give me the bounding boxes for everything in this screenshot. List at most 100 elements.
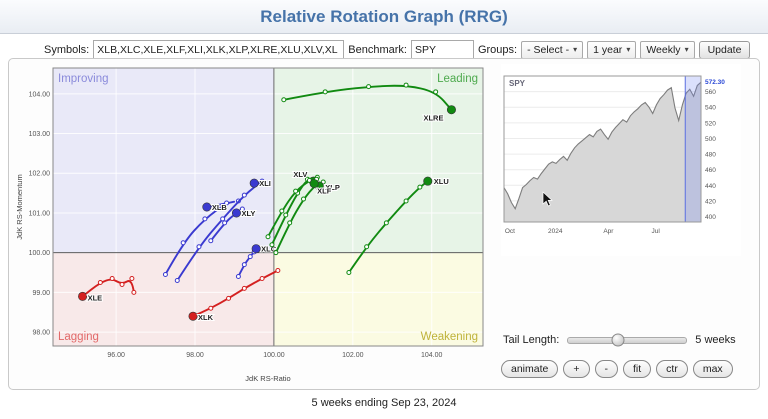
tail-head-XLB[interactable] — [202, 202, 212, 212]
tail-XLU — [347, 180, 429, 274]
page-title: Relative Rotation Graph (RRG) — [260, 6, 508, 26]
tail-XLB — [164, 200, 236, 276]
quadrant-label-leading: Leading — [437, 73, 478, 85]
svg-text:100.00: 100.00 — [263, 352, 285, 359]
right-column: 400 420 440 460 480 500 520 540 560 572.30 Oct 2024… — [491, 62, 755, 386]
svg-text:101.00: 101.00 — [29, 210, 51, 217]
tail-window-highlight — [685, 76, 701, 222]
groups-select-value: - Select - — [527, 43, 570, 56]
svg-text:Jul: Jul — [652, 228, 661, 235]
tail-XLRE — [282, 84, 453, 111]
mouse-cursor — [542, 191, 553, 207]
svg-text:104.00: 104.00 — [29, 91, 51, 98]
toolbar: Symbols: Benchmark: Groups: - Select - ▾… — [0, 34, 768, 63]
svg-text:Apr: Apr — [603, 228, 614, 235]
quadrant-label-improving: Improving — [58, 73, 109, 85]
zoom-in-button[interactable]: + — [563, 360, 590, 378]
svg-text:400: 400 — [705, 214, 716, 221]
svg-text:100.00: 100.00 — [29, 250, 51, 257]
spy-area — [504, 82, 701, 222]
svg-text:420: 420 — [705, 198, 716, 205]
tail-label-XLK: XLK — [198, 313, 214, 322]
tail-length-value: 5 weeks — [695, 334, 736, 346]
chevron-down-icon: ▾ — [626, 45, 631, 54]
symbols-label: Symbols: — [44, 43, 90, 56]
footer-caption: 5 weeks ending Sep 23, 2024 — [311, 397, 457, 409]
frequency-select[interactable]: Weekly ▾ — [640, 40, 695, 59]
svg-text:102.00: 102.00 — [342, 352, 364, 359]
groups-label: Groups: — [477, 43, 518, 56]
chevron-down-icon: ▾ — [684, 45, 689, 54]
frequency-select-value: Weekly — [646, 43, 681, 56]
tail-head-XLC[interactable] — [251, 244, 261, 254]
tail-head-XLI[interactable] — [249, 178, 259, 188]
svg-text:2024: 2024 — [548, 228, 563, 235]
quadrant-label-weakening: Weakening — [421, 331, 478, 343]
svg-text:98.00: 98.00 — [32, 330, 50, 337]
chevron-down-icon: ▾ — [573, 45, 578, 54]
tail-label-XLRE: XLRE — [423, 114, 443, 123]
svg-text:520: 520 — [705, 120, 716, 127]
center-button[interactable]: ctr — [656, 360, 688, 378]
tail-label-XLV: XLV — [293, 170, 307, 179]
svg-text:104.00: 104.00 — [421, 352, 443, 359]
tail-label-XLC: XLC — [261, 245, 277, 254]
benchmark-label: Benchmark: — [348, 43, 407, 56]
rrg-chart[interactable]: 96.00 98.00 100.00 102.00 104.00 98.00 99.00 10… — [13, 62, 491, 384]
svg-text:JdK RS-Momentum: JdK RS-Momentum — [15, 174, 24, 239]
tail-label-XLY: XLY — [241, 209, 255, 218]
tail-length-slider[interactable] — [567, 333, 688, 347]
tail-head-XLK[interactable] — [188, 311, 198, 321]
tail-head-XLF[interactable] — [309, 179, 319, 189]
spacer — [501, 256, 753, 334]
tail-label-XLE: XLE — [88, 293, 103, 302]
tail-head-XLY[interactable] — [231, 208, 241, 218]
tail-head-XLRE[interactable] — [446, 105, 456, 115]
spy-last-price: 572.30 — [705, 79, 725, 86]
period-select[interactable]: 1 year ▾ — [587, 40, 637, 59]
max-button[interactable]: max — [692, 360, 733, 378]
quadrant-lagging — [53, 252, 274, 346]
tail-length-label: Tail Length: — [503, 334, 560, 346]
spy-symbol-label: SPY — [509, 79, 526, 88]
symbols-input[interactable] — [93, 40, 345, 59]
slider-thumb[interactable] — [611, 333, 625, 347]
app-header: Relative Rotation Graph (RRG) — [0, 0, 768, 34]
chart-buttons-row: animate + - fit ctr max — [501, 360, 753, 378]
svg-text:500: 500 — [705, 136, 716, 143]
tail-label-XLB: XLB — [212, 203, 228, 212]
zoom-out-button[interactable]: - — [594, 360, 618, 378]
svg-text:480: 480 — [705, 152, 716, 159]
quadrant-improving — [53, 68, 274, 253]
quadrant-weakening — [273, 252, 483, 346]
spy-price-line — [503, 81, 702, 210]
tail-label-XLP: XLP — [325, 183, 340, 192]
tail-label-XLU: XLU — [434, 177, 449, 186]
tail-head-XLE[interactable] — [78, 291, 88, 301]
tail-label-XLI: XLI — [259, 179, 271, 188]
animate-button[interactable]: animate — [501, 360, 559, 378]
quadrant-label-lagging: Lagging — [58, 331, 99, 343]
svg-text:Oct: Oct — [505, 228, 515, 235]
svg-text:540: 540 — [705, 105, 716, 112]
benchmark-input[interactable] — [410, 40, 474, 59]
update-button[interactable]: Update — [698, 40, 751, 59]
tail-label-XLF: XLF — [317, 187, 332, 196]
svg-text:99.00: 99.00 — [32, 290, 50, 297]
fit-button[interactable]: fit — [623, 360, 652, 378]
svg-text:560: 560 — [705, 89, 716, 96]
tail-head-XLU[interactable] — [423, 176, 433, 186]
svg-text:103.00: 103.00 — [29, 131, 51, 138]
svg-text:440: 440 — [705, 183, 716, 190]
quadrant-leading — [273, 68, 483, 253]
svg-text:JdK RS-Ratio: JdK RS-Ratio — [245, 374, 290, 383]
groups-select[interactable]: - Select - ▾ — [521, 40, 584, 59]
spy-chart[interactable]: 400 420 440 460 480 500 520 540 560 572.30 Oct 2024… — [501, 64, 741, 256]
svg-text:102.00: 102.00 — [29, 171, 51, 178]
tail-length-row: Tail Length: 5 weeks — [503, 333, 753, 347]
svg-text:96.00: 96.00 — [107, 352, 125, 359]
main-panel: 96.00 98.00 100.00 102.00 104.00 98.00 99.00 10… — [8, 58, 760, 390]
period-select-value: 1 year — [593, 43, 623, 56]
svg-text:98.00: 98.00 — [186, 352, 204, 359]
